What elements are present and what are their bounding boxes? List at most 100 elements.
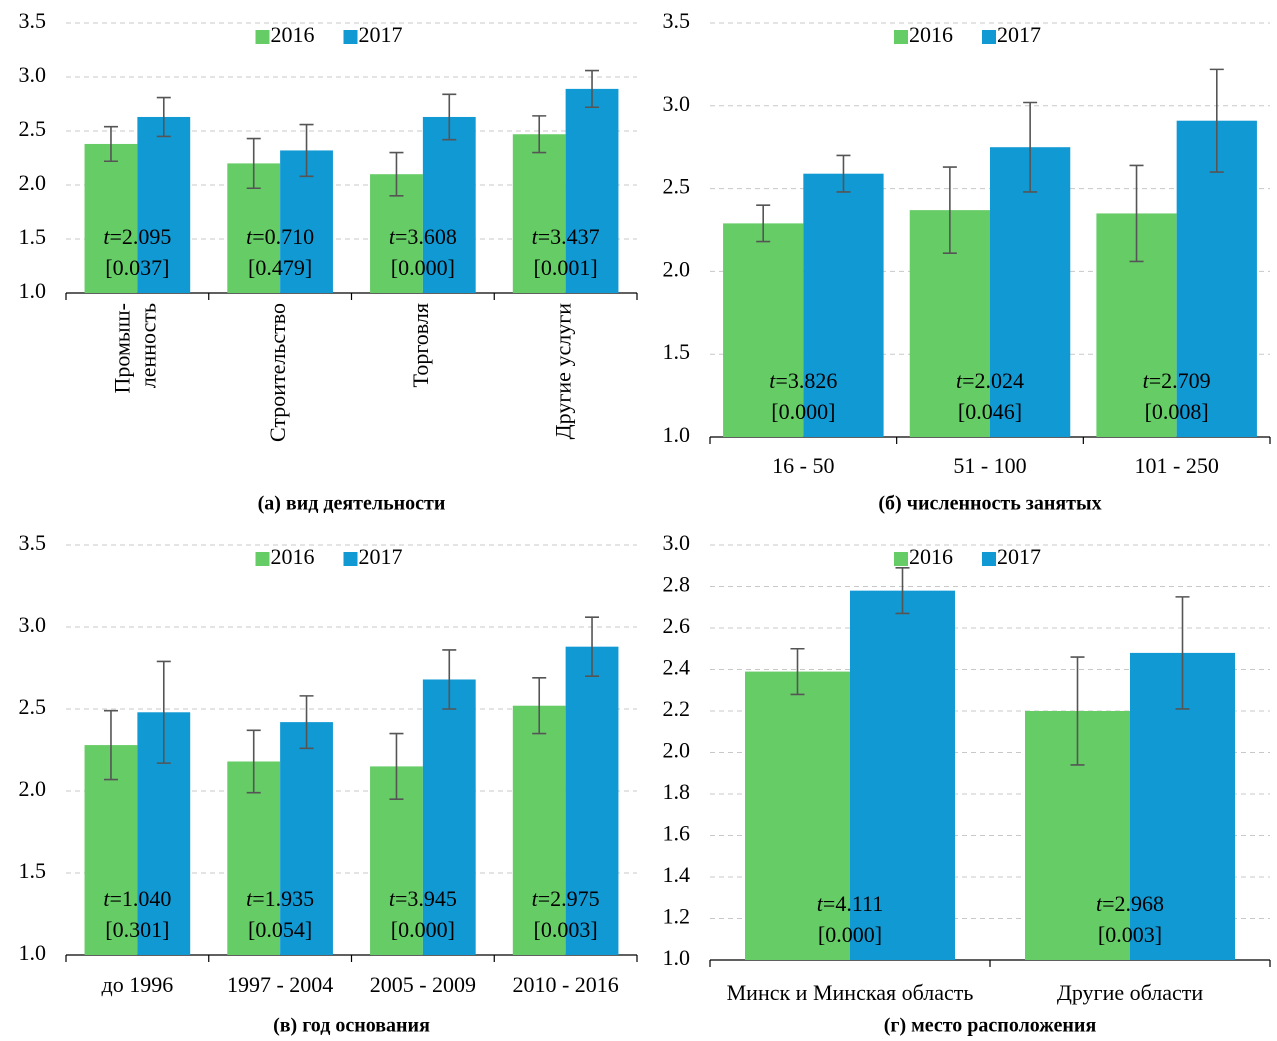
y-tick-label: 1.0: [19, 940, 47, 965]
error-bar: [246, 729, 261, 794]
y-tick-label: 2.0: [19, 170, 47, 195]
error-bar: [156, 96, 171, 138]
legend-label: 2017: [997, 22, 1041, 47]
annotation-stat: t=4.111: [817, 891, 883, 916]
chart-panel: 1.0 1.5 2.0 2.5 3.0 3.5 до 1996 t=1.040 [0.301] 1…: [19, 530, 638, 1037]
annotation-stat: t=2.709: [1143, 368, 1211, 393]
error-bar: [895, 567, 910, 615]
y-tick-label: 2.5: [19, 116, 47, 141]
bar: [723, 223, 804, 437]
error-bar: [299, 123, 314, 178]
x-tick-label: до 1996: [102, 972, 174, 997]
error-bar: [585, 69, 600, 109]
chart-title: (б) численность занятых: [878, 493, 1101, 515]
y-tick-label: 2.5: [663, 174, 691, 199]
bar: [422, 116, 476, 294]
annotation-p: [0.000]: [391, 255, 455, 280]
y-tick-label: 2.5: [19, 694, 47, 719]
legend-swatch: [255, 30, 270, 44]
legend-label: 2017: [359, 22, 403, 47]
chart-title: (в) год основания: [273, 1015, 430, 1037]
bar: [137, 116, 191, 294]
bar: [850, 590, 955, 960]
y-tick-label: 2.2: [663, 696, 691, 721]
legend-swatch: [982, 30, 996, 44]
chart-panel: 1.0 1.5 2.0 2.5 3.0 3.5 16 - 50 t=3.826 [0.000] 5…: [663, 8, 1271, 515]
y-tick-label: 3.5: [19, 530, 47, 555]
x-tick-label: 51 - 100: [953, 453, 1026, 478]
annotation-stat: t=3.437: [532, 224, 600, 249]
y-tick-label: 2.6: [663, 613, 691, 638]
error-bar: [103, 709, 118, 781]
legend-label: 2017: [997, 544, 1041, 569]
error-bar: [103, 125, 118, 163]
y-tick-label: 1.5: [663, 339, 691, 364]
error-bar: [156, 660, 171, 764]
error-bar: [389, 151, 404, 197]
error-bar: [1023, 101, 1038, 193]
y-tick-label: 1.2: [663, 904, 691, 929]
error-bar: [246, 137, 261, 190]
legend-swatch: [255, 552, 270, 566]
y-tick-label: 2.0: [19, 776, 47, 801]
annotation-p: [0.000]: [818, 922, 882, 947]
error-bar: [442, 93, 457, 141]
annotation-p: [0.003]: [1098, 922, 1162, 947]
y-tick-label: 3.0: [663, 530, 691, 555]
chart-title: (г) место расположения: [884, 1015, 1097, 1037]
legend-swatch: [982, 552, 996, 566]
annotation-stat: t=2.975: [532, 886, 600, 911]
error-bar: [942, 166, 957, 254]
y-tick-label: 1.0: [663, 422, 691, 447]
x-tick-label: Другие области: [1057, 980, 1204, 1005]
error-bar: [1070, 656, 1085, 766]
annotation-p: [0.008]: [1145, 399, 1209, 424]
bar: [512, 705, 566, 955]
y-tick-label: 3.5: [19, 8, 47, 33]
legend-label: 2017: [359, 544, 403, 569]
y-tick-label: 2.8: [663, 572, 691, 597]
error-bar: [1175, 596, 1190, 710]
annotation-p: [0.000]: [771, 399, 835, 424]
y-tick-label: 1.0: [663, 945, 691, 970]
y-tick-label: 1.4: [663, 862, 691, 887]
x-tick-label: 16 - 50: [772, 453, 834, 478]
bar: [745, 671, 850, 960]
x-tick-label: Торговля: [408, 303, 433, 387]
bar: [227, 761, 281, 955]
annotation-p: [0.301]: [105, 917, 169, 942]
error-bar: [532, 115, 547, 154]
y-tick-label: 1.5: [19, 858, 47, 883]
error-bar: [1129, 164, 1144, 263]
bar: [990, 147, 1071, 437]
error-bar: [389, 732, 404, 800]
y-tick-label: 1.0: [19, 278, 47, 303]
annotation-stat: t=2.024: [956, 368, 1024, 393]
y-tick-label: 2.0: [663, 256, 691, 281]
legend-label: 2016: [271, 544, 315, 569]
chart-panel: 1.0 1.2 1.4 1.6 1.8 2.0 2.2 2.4 2.6 2.8 3.0 Минск и…: [663, 530, 1271, 1037]
x-tick-label: Другие услуги: [551, 303, 576, 440]
x-tick-label: Минск и Минская область: [727, 980, 974, 1005]
annotation-stat: t=3.826: [769, 368, 837, 393]
annotation-p: [0.001]: [534, 255, 598, 280]
annotation-stat: t=3.945: [389, 886, 457, 911]
legend-swatch: [343, 30, 358, 44]
error-bar: [532, 677, 547, 735]
error-bar: [1209, 68, 1224, 173]
legend-label: 2016: [909, 544, 953, 569]
x-tick-label: Промыш-ленность: [109, 303, 160, 393]
bar: [84, 143, 138, 293]
y-tick-label: 3.0: [19, 62, 47, 87]
bar: [422, 679, 476, 955]
annotation-stat: t=2.968: [1096, 891, 1164, 916]
annotation-p: [0.054]: [248, 917, 312, 942]
annotation-stat: t=2.095: [103, 224, 171, 249]
bar: [280, 722, 333, 955]
y-tick-label: 3.0: [663, 91, 691, 116]
annotation-p: [0.037]: [105, 255, 169, 280]
y-tick-label: 3.0: [19, 612, 47, 637]
y-tick-label: 2.4: [663, 655, 691, 680]
bar: [1176, 120, 1257, 437]
